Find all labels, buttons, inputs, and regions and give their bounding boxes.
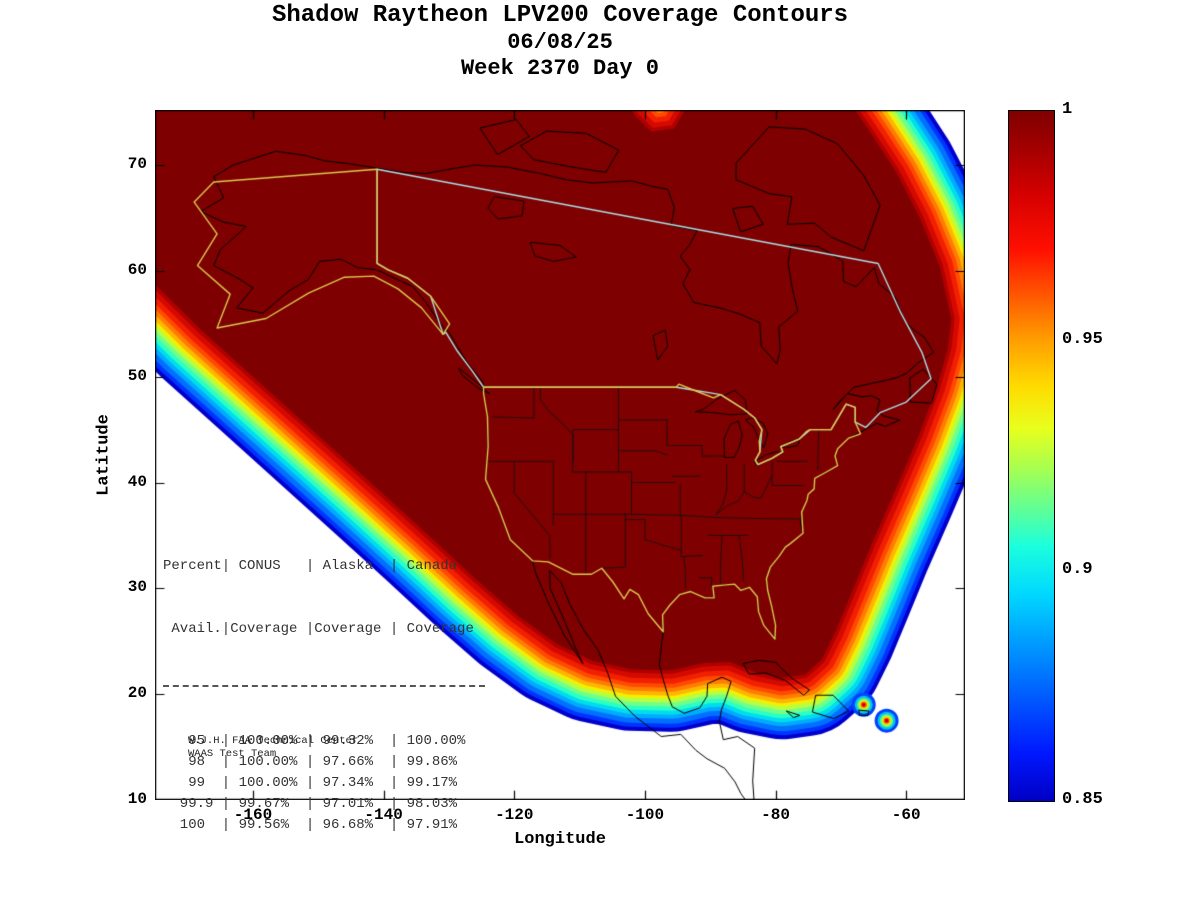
y-tick-label: 40 bbox=[127, 472, 147, 491]
y-tick-label: 10 bbox=[127, 790, 147, 808]
chart-week: Week 2370 Day 0 bbox=[460, 56, 660, 81]
coverage-table-row: 99.9 | 99.67% | 97.01% | 98.03% bbox=[163, 796, 458, 812]
coverage-table-row: 95 | 100.00% | 99.32% | 100.00% bbox=[163, 733, 466, 749]
coverage-table-header-2: Avail.|Coverage |Coverage | Coverage bbox=[163, 621, 474, 637]
colorbar-tick-label: 0.85 bbox=[1062, 790, 1103, 809]
coverage-table-separator bbox=[163, 685, 485, 687]
x-tick-label: -120 bbox=[495, 806, 534, 824]
credit-line-2: WAAS Test Team bbox=[188, 748, 277, 760]
credit-text: W.J.H. FAA Technical Center WAAS Test Te… bbox=[188, 735, 358, 761]
y-tick-label: 30 bbox=[127, 578, 147, 597]
chart-date: 06/08/25 bbox=[507, 30, 613, 55]
coverage-table: Percent| CONUS | Alaska | Canada Avail.|… bbox=[163, 514, 485, 878]
y-tick-label: 50 bbox=[127, 366, 147, 385]
coverage-table-row: 99 | 100.00% | 97.34% | 99.17% bbox=[163, 775, 458, 791]
x-tick-label: -160 bbox=[233, 806, 273, 824]
coverage-table-header-1: Percent| CONUS | Alaska | Canada bbox=[163, 558, 458, 574]
y-tick-label: 70 bbox=[127, 155, 147, 174]
colorbar-tick-label: 0.9 bbox=[1062, 560, 1093, 579]
chart-title: Shadow Raytheon LPV200 Coverage Contours bbox=[271, 2, 849, 29]
title-block: Shadow Raytheon LPV200 Coverage Contours… bbox=[155, 0, 965, 82]
x-tick-label: -80 bbox=[761, 806, 790, 824]
x-tick-label: -140 bbox=[364, 806, 403, 824]
y-axis-label: Latitude bbox=[94, 414, 114, 496]
colorbar-tick-label: 0.95 bbox=[1062, 330, 1103, 349]
credit-line-1: W.J.H. FAA Technical Center bbox=[188, 735, 359, 747]
coverage-table-row: 100 | 99.56% | 96.68% | 97.91% bbox=[163, 817, 458, 833]
coverage-table-row: 98 | 100.00% | 97.66% | 99.86% bbox=[163, 754, 458, 770]
colorbar-tick-label: 1 bbox=[1062, 100, 1073, 119]
colorbar-gradient bbox=[1008, 110, 1055, 802]
x-axis-label: Longitude bbox=[514, 830, 606, 849]
y-tick-label: 20 bbox=[127, 684, 147, 703]
coverage-table-body: 95 | 100.00% | 99.32% | 100.00% 98 | 100… bbox=[163, 731, 485, 836]
x-tick-label: -100 bbox=[625, 806, 665, 824]
y-tick-label: 60 bbox=[127, 260, 147, 279]
x-tick-label: -60 bbox=[891, 806, 921, 824]
